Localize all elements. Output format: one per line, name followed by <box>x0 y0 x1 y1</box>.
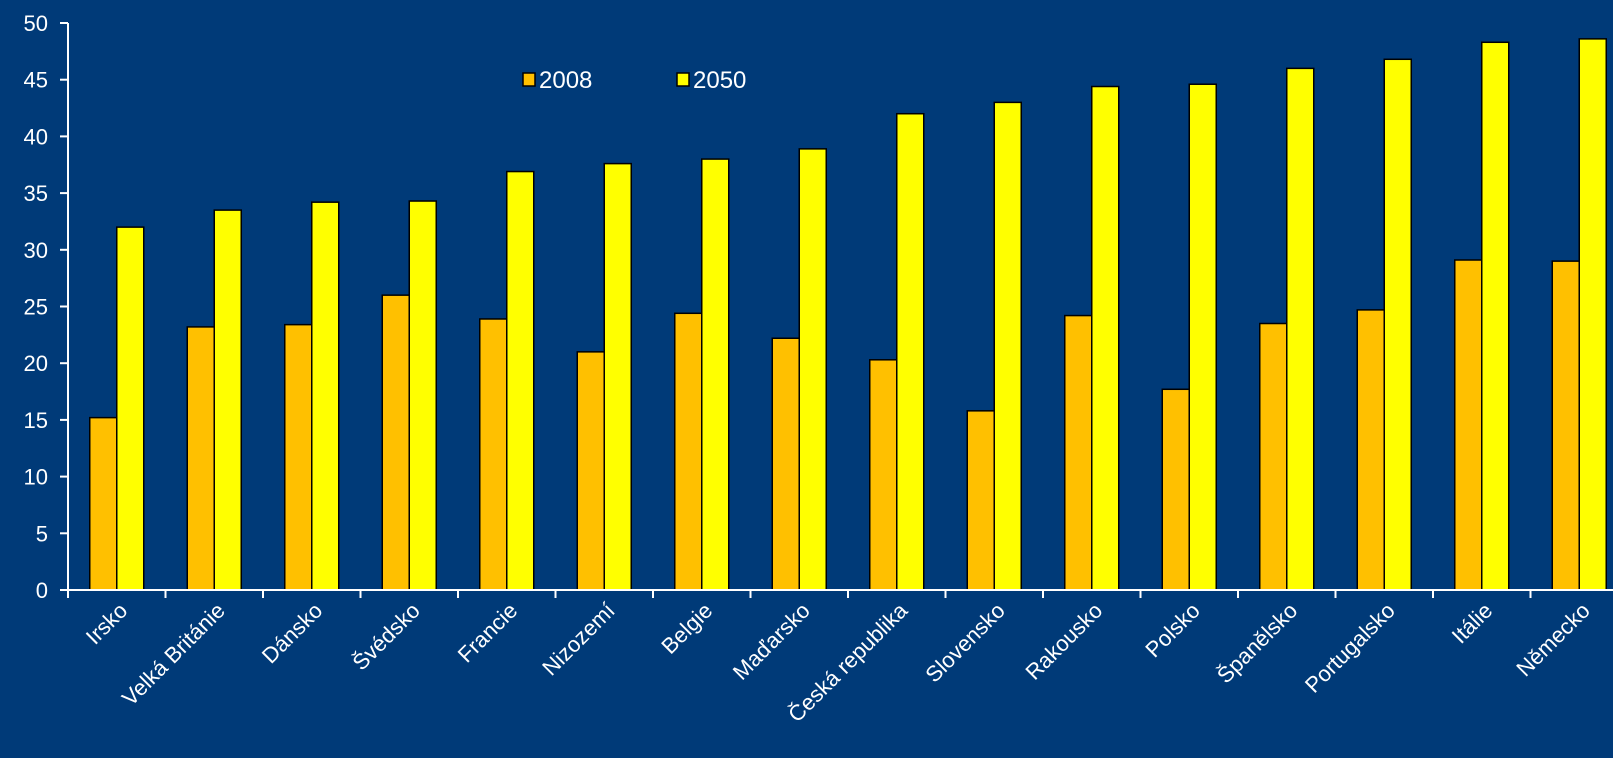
x-tick-label: Polsko <box>1140 598 1204 662</box>
bar-2008-6 <box>576 351 605 591</box>
bar-2050-3 <box>311 201 340 591</box>
bar-2050-4 <box>408 200 437 591</box>
y-tick-label: 30 <box>24 238 48 263</box>
y-tick-label: 25 <box>24 295 48 320</box>
bar-2008-13 <box>1259 322 1288 591</box>
bars-group <box>89 38 1607 591</box>
bar-2050-9 <box>896 112 925 591</box>
y-tick-label: 45 <box>24 68 48 93</box>
bar-2008-7 <box>674 312 703 591</box>
legend-swatch-2008 <box>522 72 536 87</box>
bar-2008-15 <box>1454 259 1483 591</box>
y-tick-label: 10 <box>24 465 48 490</box>
bar-2050-6 <box>603 162 632 591</box>
bar-2008-14 <box>1356 309 1385 591</box>
bar-2050-5 <box>506 170 535 591</box>
bar-2050-7 <box>701 158 730 591</box>
x-tick-label: Portugalsko <box>1300 598 1400 698</box>
y-tick-label: 35 <box>24 181 48 206</box>
x-tick-label: Belgie <box>656 598 717 659</box>
bar-2050-16 <box>1578 38 1607 591</box>
bar-2008-3 <box>284 323 313 591</box>
x-tick-label: Švédsko <box>347 598 424 675</box>
legend-label-2008: 2008 <box>539 67 592 94</box>
bar-2050-2 <box>213 209 242 591</box>
bar-2050-11 <box>1091 85 1120 591</box>
bar-2008-2 <box>186 326 215 591</box>
legend-label-2050: 2050 <box>693 67 746 94</box>
y-tick-label: 15 <box>24 408 48 433</box>
bar-2050-10 <box>993 101 1022 591</box>
bar-2008-8 <box>771 337 800 591</box>
bar-2008-1 <box>89 416 118 591</box>
x-tick-label: Maďarsko <box>728 598 815 685</box>
y-tick-label: 20 <box>24 351 48 376</box>
bar-2050-12 <box>1188 83 1217 591</box>
y-tick-label: 40 <box>24 124 48 149</box>
x-tick-label: Francie <box>453 598 523 668</box>
legend: 2008 2050 <box>522 67 746 94</box>
y-tick-label: 0 <box>36 578 48 603</box>
bar-2050-1 <box>116 226 145 591</box>
bar-2008-4 <box>381 294 410 591</box>
bar-2050-13 <box>1286 67 1315 591</box>
y-tick-labels: 0 5 10 15 20 25 30 35 40 45 50 <box>24 11 48 603</box>
bar-2008-9 <box>869 359 898 591</box>
x-tick-label: Španělsko <box>1212 598 1302 688</box>
axes-group <box>60 22 1613 598</box>
legend-swatch-2050 <box>676 72 690 87</box>
bar-2008-11 <box>1064 314 1093 591</box>
y-tick-label: 5 <box>36 521 48 546</box>
x-tick-label: Velká Británie <box>117 598 230 711</box>
bar-2008-16 <box>1551 260 1580 591</box>
x-tick-label: Dánsko <box>257 598 327 668</box>
bar-2008-5 <box>479 318 508 591</box>
x-tick-label: Slovensko <box>920 598 1009 687</box>
x-tick-label: Nizozemí <box>537 598 620 681</box>
x-tick-label: Itálie <box>1447 598 1498 649</box>
x-tick-label: Rakousko <box>1020 598 1107 685</box>
bar-2008-10 <box>966 410 995 591</box>
y-tick-label: 50 <box>24 11 48 36</box>
bar-2050-14 <box>1383 58 1412 591</box>
bar-2050-15 <box>1481 41 1510 591</box>
bar-2050-8 <box>798 148 827 591</box>
x-tick-label: Německo <box>1511 598 1594 681</box>
bar-2008-12 <box>1161 388 1190 591</box>
x-tick-label: Irsko <box>81 598 132 649</box>
